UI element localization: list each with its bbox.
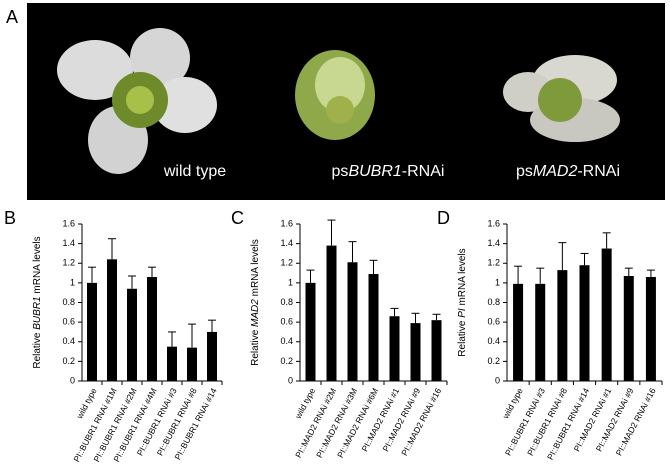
text-part: mRNA levels — [457, 248, 468, 308]
y-tick-label: 1 — [70, 277, 75, 287]
bar — [513, 283, 524, 381]
bar — [579, 265, 590, 381]
y-tick-label: 0.6 — [487, 317, 500, 327]
bar — [167, 346, 177, 381]
text-part: Relative — [457, 318, 468, 357]
y-tick-label: 0.2 — [280, 356, 293, 366]
y-tick-label: 1.4 — [280, 238, 293, 248]
panel-label: B — [4, 208, 16, 228]
bar — [347, 262, 358, 381]
y-tick-label: 0.6 — [280, 317, 293, 327]
text-part: wild type — [163, 163, 226, 180]
y-tick-label: 1 — [288, 277, 293, 287]
bar — [127, 288, 137, 381]
y-tick-label: 0.4 — [487, 336, 500, 346]
y-tick-label: 1.2 — [280, 258, 293, 268]
text-part: ps — [332, 163, 349, 180]
text-part: MAD2 — [250, 299, 261, 327]
photo-label: wild type — [163, 163, 226, 180]
bar — [623, 276, 634, 381]
bar — [368, 274, 379, 381]
y-tick-label: 0.2 — [62, 356, 75, 366]
text-part: mRNA levels — [250, 239, 261, 299]
panel-label: A — [6, 7, 18, 27]
bar — [535, 283, 546, 381]
x-tick-label: wild type — [500, 386, 525, 421]
bar — [601, 248, 612, 381]
text-part: ps — [516, 163, 533, 180]
photo-label: psMAD2-RNAi — [516, 163, 620, 180]
text-part: mRNA levels — [32, 236, 43, 296]
text-part: BUBR1 — [348, 163, 401, 180]
y-tick-label: 0.2 — [487, 356, 500, 366]
text-part: PI — [457, 308, 468, 318]
bar — [305, 282, 316, 381]
y-tick-label: 0.8 — [280, 297, 293, 307]
y-tick-label: 0.8 — [62, 297, 75, 307]
y-tick-label: 0 — [70, 375, 75, 385]
y-tick-label: 1.2 — [487, 258, 500, 268]
y-axis-label: Relative MAD2 mRNA levels — [250, 239, 261, 366]
y-tick-label: 0.8 — [487, 297, 500, 307]
y-tick-label: 1.6 — [280, 218, 293, 228]
bar — [557, 270, 568, 381]
y-tick-label: 1.6 — [62, 218, 75, 228]
bar — [207, 331, 217, 381]
y-tick-label: 0 — [495, 375, 500, 385]
y-tick-label: 1 — [495, 277, 500, 287]
flower-bubr1 — [295, 50, 375, 140]
panel-label: D — [437, 208, 450, 228]
y-axis-label: Relative BUBR1 mRNA levels — [32, 236, 43, 368]
text-part: Relative — [250, 327, 261, 366]
y-tick-label: 0.6 — [62, 317, 75, 327]
y-tick-label: 1.6 — [487, 218, 500, 228]
text-part: BUBR1 — [32, 296, 43, 329]
y-tick-label: 1.4 — [62, 238, 75, 248]
bar — [645, 276, 656, 381]
bar — [389, 316, 400, 381]
bar — [410, 323, 421, 381]
y-tick-label: 0 — [288, 375, 293, 385]
flower-wild-type — [57, 28, 217, 174]
bar — [107, 259, 117, 381]
y-tick-label: 1.2 — [62, 258, 75, 268]
bar — [326, 245, 337, 381]
bar — [431, 320, 442, 381]
photo-label: psBUBR1-RNAi — [332, 163, 445, 180]
text-part: -RNAi — [577, 163, 620, 180]
y-tick-label: 0.4 — [62, 336, 75, 346]
bar — [147, 276, 157, 381]
panel-label: C — [231, 208, 244, 228]
y-tick-label: 1.4 — [487, 238, 500, 248]
y-axis-label: Relative PI mRNA levels — [457, 248, 468, 356]
y-tick-label: 0.4 — [280, 336, 293, 346]
bar — [187, 347, 197, 381]
bar — [87, 282, 97, 381]
text-part: -RNAi — [402, 163, 445, 180]
text-part: MAD2 — [533, 163, 578, 180]
text-part: Relative — [32, 330, 43, 369]
flower-mad2 — [503, 55, 620, 142]
